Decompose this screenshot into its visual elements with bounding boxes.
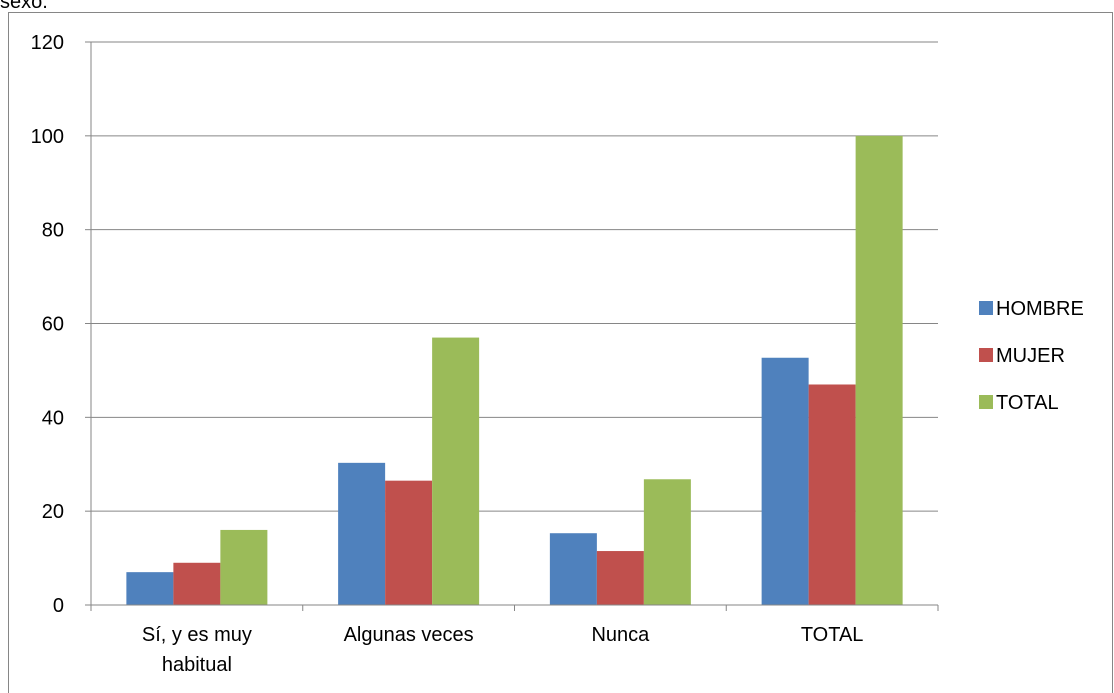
- y-tick-label-0: 0: [53, 595, 64, 617]
- legend-swatch-mujer: [979, 348, 993, 362]
- y-tick-label-100: 100: [31, 126, 64, 148]
- bar-mujer-si-y-es-muy-habitual: [173, 562, 221, 605]
- y-tick-label-120: 120: [31, 32, 64, 54]
- x-tick-label-nunca: Nunca: [591, 624, 650, 646]
- x-tick-label-si-y-es-muy-habitual-line1: Sí, y es muy: [142, 624, 252, 646]
- legend: HOMBRE MUJER TOTAL: [979, 298, 1084, 414]
- bar-hombre-total: [761, 357, 809, 605]
- legend-label-mujer: MUJER: [996, 345, 1065, 367]
- bar-hombre-si-y-es-muy-habitual: [126, 572, 174, 605]
- legend-swatch-hombre: [979, 301, 993, 315]
- y-tick-label-20: 20: [42, 501, 64, 523]
- y-tick-label-40: 40: [42, 407, 64, 429]
- bar-mujer-nunca: [596, 551, 644, 605]
- bar-total-total: [855, 135, 903, 606]
- bar-hombre-algunas-veces: [338, 462, 386, 605]
- legend-label-total: TOTAL: [996, 392, 1059, 414]
- y-tick-label-60: 60: [42, 314, 64, 336]
- y-tick-label-80: 80: [42, 220, 64, 242]
- x-tick-label-algunas-veces: Algunas veces: [344, 624, 474, 646]
- axes: [85, 41, 939, 611]
- plot-area: 0 20 40 60 80 100 120 Sí, y es muy habitual Algu…: [31, 32, 939, 676]
- bar-total-si-y-es-muy-habitual: [220, 529, 268, 605]
- bar-total-nunca: [643, 479, 691, 605]
- y-tick-labels: 0 20 40 60 80 100 120: [31, 32, 64, 617]
- clipped-caption: sexo.: [0, 0, 48, 13]
- legend-swatch-total: [979, 395, 993, 409]
- gridlines: [91, 41, 938, 512]
- chart-border: [8, 12, 1113, 693]
- x-tick-labels: Sí, y es muy habitual Algunas veces Nunca TO…: [142, 624, 864, 676]
- legend-label-hombre: HOMBRE: [996, 298, 1084, 320]
- bar-total-algunas-veces: [432, 337, 480, 605]
- bar-mujer-algunas-veces: [385, 480, 433, 605]
- bars: [126, 135, 903, 606]
- bar-hombre-nunca: [549, 533, 597, 605]
- x-tick-label-si-y-es-muy-habitual-line2: habitual: [162, 654, 232, 676]
- bar-mujer-total: [808, 384, 856, 605]
- x-tick-label-total: TOTAL: [801, 624, 864, 646]
